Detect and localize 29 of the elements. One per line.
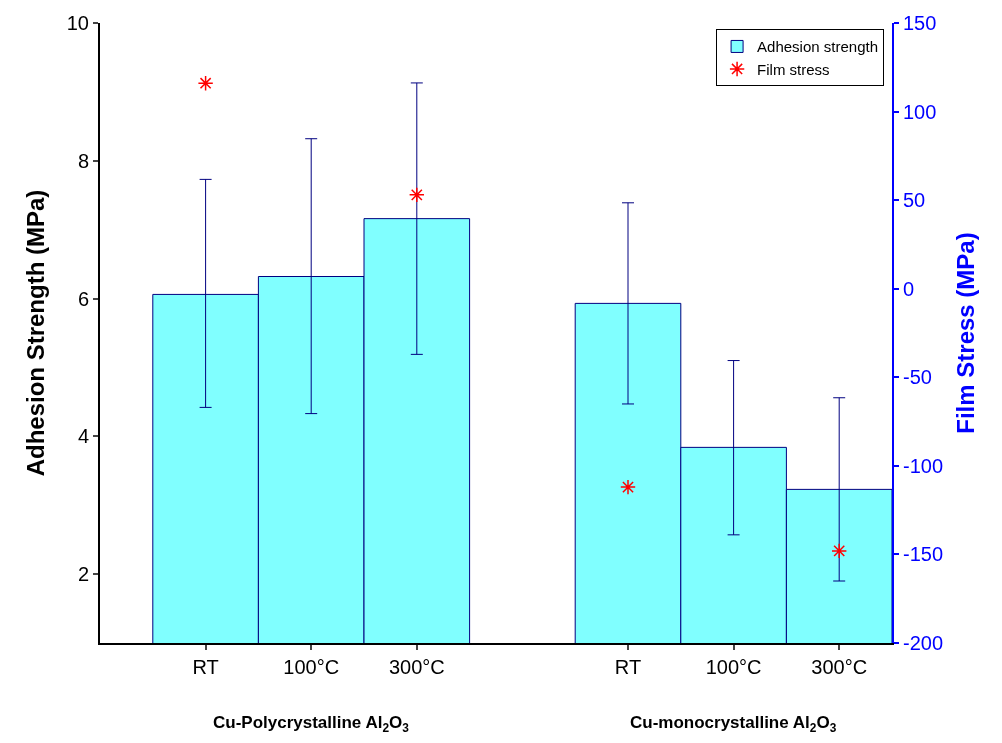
y2-axis-title: Film Stress (MPa) [951,232,979,434]
y-tick-label: 6 [77,287,89,310]
y2-tick-label: -150 [903,543,944,566]
y-tick-label: 8 [77,149,89,172]
x-tick-label: RT [614,656,642,678]
y2-tick-label: -100 [903,454,944,477]
y2-tick-label: -50 [903,366,932,389]
y-tick-label: 4 [77,425,89,448]
y-tick-label: 2 [77,563,89,586]
legend-label: Adhesion strength [757,38,878,56]
x-tick-label: 100°C [283,656,340,678]
point [831,542,848,559]
y2-tick-label: 0 [903,277,915,300]
point [197,75,214,92]
point [620,479,636,496]
y2-tick-label: 50 [903,189,926,212]
x-tick-label: 300°C [388,656,445,678]
y-tick-label: 10 [66,12,89,34]
legend-label: Film stress [757,60,830,78]
text: Cu-Polycrystalline Al$_{2}$O$_{3}$ [213,713,410,735]
y2-tick-label: -200 [903,632,944,654]
point [408,186,425,203]
y2-tick-label: 100 [903,100,937,123]
x-tick-label: 100°C [705,656,762,678]
y-axis-title: Adhesion Strength (MPa) [22,189,50,477]
text: Cu-monocrystalline Al$_{2}$O$_{3}$ [630,713,837,735]
y2-tick-label: 150 [903,12,937,34]
x-tick-label: RT [192,656,219,678]
x-tick-label: 300°C [811,656,868,678]
